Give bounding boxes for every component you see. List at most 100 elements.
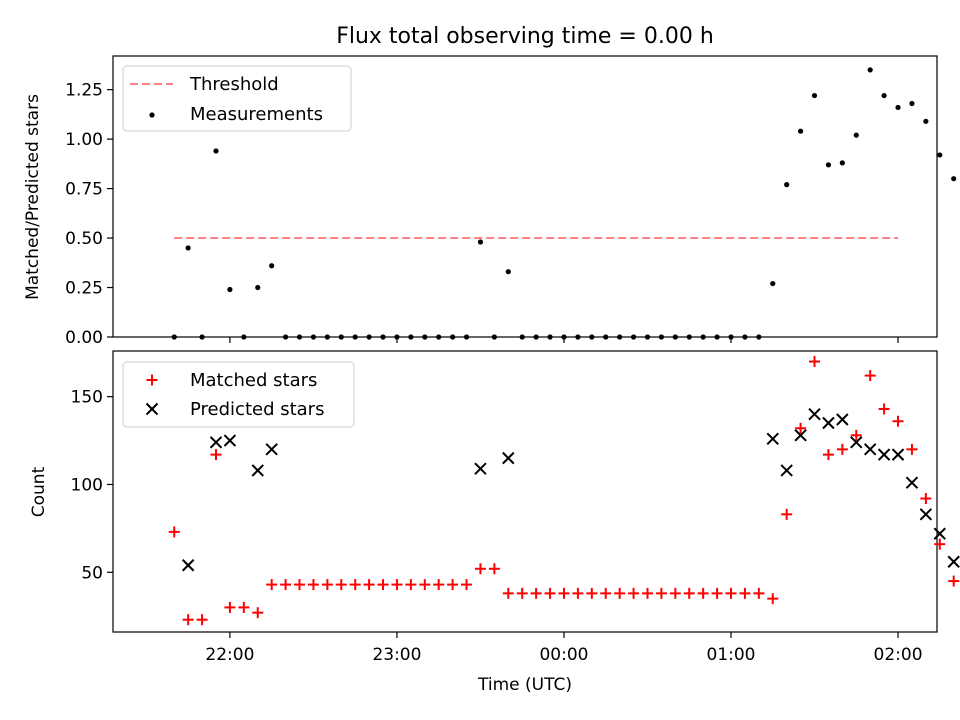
measurement-point — [811, 92, 818, 99]
top-y-axis-label: Matched/Predicted stars — [23, 94, 43, 300]
top-y-tick-label: 1.00 — [65, 130, 103, 150]
matched-star-point — [781, 508, 793, 520]
measurement-point — [227, 286, 233, 293]
matched-star-point — [349, 579, 361, 591]
matched-star-point — [391, 579, 403, 591]
matched-star-point — [307, 579, 319, 591]
measurement-point — [338, 334, 344, 340]
matched-star-point — [502, 587, 514, 599]
top-panel: 0.00 0.25 0.50 0.75 1.00 1.25 Matched/Predict… — [23, 55, 957, 348]
bottom-y-axis-label: Count — [29, 466, 49, 517]
predicted-star-point — [863, 443, 877, 456]
top-y-tick-label: 0.00 — [65, 328, 103, 348]
matched-star-point — [280, 579, 292, 591]
measurement-point — [923, 118, 929, 124]
matched-star-point — [516, 587, 528, 599]
matched-star-point — [669, 587, 681, 599]
bottom-x-tick-label: 22:00 — [205, 645, 254, 665]
matched-star-point — [572, 587, 584, 599]
matched-star-point — [544, 587, 556, 599]
matched-star-point — [614, 587, 626, 599]
matched-star-point — [530, 587, 542, 599]
measurement-point — [450, 334, 456, 340]
matched-star-point — [711, 587, 723, 599]
measurement-point — [909, 100, 915, 107]
measurement-point — [770, 280, 776, 287]
legend-matched-marker — [146, 374, 158, 386]
matched-star-point — [294, 579, 306, 591]
legend-predicted-marker — [145, 402, 159, 416]
bottom-y-tick-label: 100 — [71, 475, 103, 495]
predicted-star-point — [766, 432, 779, 446]
measurement-point — [519, 334, 525, 340]
matched-star-point — [558, 587, 570, 599]
measurement-point — [686, 334, 692, 340]
matched-star-point — [447, 579, 459, 591]
matched-star-point — [934, 538, 946, 550]
matched-star-point — [586, 587, 598, 599]
predicted-star-point — [933, 527, 946, 540]
matched-star-point — [892, 415, 904, 427]
predicted-star-point — [209, 436, 223, 449]
top-y-tick-label: 0.75 — [65, 180, 103, 200]
measurement-point — [296, 334, 303, 340]
measurement-point — [672, 334, 678, 340]
matched-star-point — [906, 443, 918, 455]
matched-star-point — [419, 579, 431, 591]
count-points — [168, 356, 960, 626]
figure-title: Flux total observing time = 0.00 h — [336, 24, 714, 49]
matched-star-point — [836, 443, 848, 455]
predicted-star-point — [947, 555, 960, 568]
bottom-x-axis-label: Time (UTC) — [477, 675, 572, 695]
predicted-star-point — [780, 464, 793, 477]
predicted-star-point — [808, 408, 821, 421]
matched-star-point — [600, 587, 612, 599]
matched-star-point — [196, 614, 208, 626]
legend-predicted-label: Predicted stars — [190, 399, 324, 420]
matched-star-point — [321, 579, 333, 591]
measurement-point — [575, 334, 581, 340]
matched-star-point — [725, 587, 737, 599]
top-legend: Threshold Measurements — [122, 65, 352, 132]
measurement-points — [171, 67, 957, 340]
predicted-star-point — [919, 508, 933, 521]
measurement-point — [853, 132, 859, 138]
bottom-x-tick-label: 01:00 — [707, 645, 756, 665]
measurement-point — [171, 334, 177, 340]
top-y-tick-label: 1.25 — [65, 81, 103, 101]
measurement-point — [255, 284, 261, 291]
measurement-point — [937, 152, 943, 158]
bottom-y-tick-label: 150 — [71, 388, 103, 408]
matched-star-point — [182, 614, 194, 626]
matched-star-point — [753, 587, 765, 599]
measurement-point — [352, 334, 358, 340]
matched-star-point — [474, 563, 486, 575]
measurement-point — [742, 334, 748, 340]
measurement-point — [310, 334, 317, 340]
matched-star-point — [461, 579, 473, 591]
measurement-point — [867, 67, 873, 73]
bottom-axes-frame — [112, 350, 938, 633]
measurement-point — [422, 334, 428, 340]
measurement-point — [603, 334, 609, 340]
top-axis-ticks: 0.00 0.25 0.50 0.75 1.00 1.25 — [65, 81, 899, 348]
predicted-star-point — [251, 464, 264, 477]
top-axes-frame — [112, 55, 938, 338]
predicted-star-point — [891, 448, 905, 461]
predicted-star-point — [502, 451, 515, 465]
bottom-legend: Matched stars Predicted stars — [122, 361, 355, 428]
measurement-point — [561, 334, 567, 340]
matched-star-point — [767, 593, 779, 605]
matched-star-point — [809, 356, 821, 368]
measurement-point — [366, 334, 372, 340]
measurement-point — [477, 239, 484, 245]
top-y-tick-label: 0.25 — [65, 279, 103, 299]
measurement-point — [533, 334, 539, 340]
measurement-point — [241, 334, 247, 340]
matched-star-point — [488, 563, 500, 575]
measurement-point — [617, 334, 623, 340]
predicted-star-point — [905, 476, 919, 489]
matched-star-point — [252, 607, 264, 619]
measurement-point — [408, 334, 414, 340]
matched-star-point — [864, 370, 876, 382]
